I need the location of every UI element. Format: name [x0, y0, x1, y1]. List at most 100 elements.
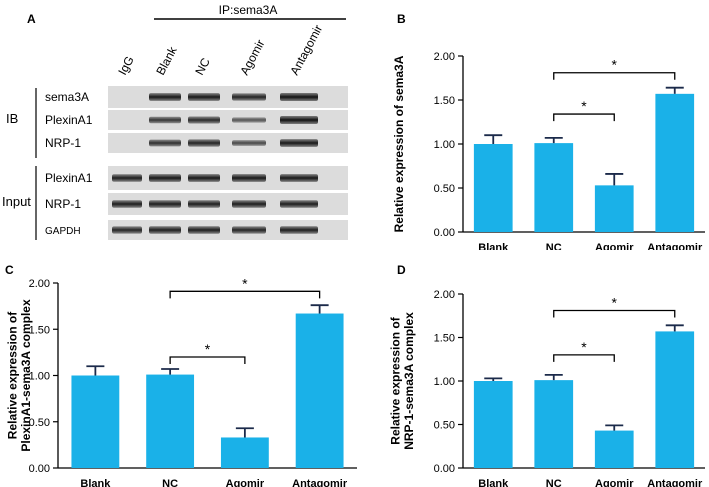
lane-label-blank: Blank	[153, 43, 180, 77]
lane-labels: IgG Blank NC Agomir Antagomir	[115, 23, 325, 78]
strip-background-ib-nrp1	[108, 133, 348, 153]
bar-chart-nrp1-complex: Relative expression ofNRP-1-sema3A compl…	[388, 289, 705, 487]
row-label-ib-plexina1: PlexinA1	[45, 113, 93, 127]
strip-background-ib-sema3a	[108, 86, 348, 108]
y-tick-label-0.00: 0.00	[29, 463, 50, 475]
bar-antagomir	[655, 331, 695, 468]
blot-strip-ib-plexina1	[108, 110, 348, 130]
row-labels: sema3A PlexinA1 NRP-1 PlexinA1 NRP-1 GAPDH	[45, 90, 93, 237]
band-ib-sema3a-4	[280, 93, 318, 101]
blot-strip-input-nrp1	[108, 193, 348, 215]
bar-agomir	[594, 185, 634, 232]
significance-bracket-1: *	[169, 341, 246, 364]
band-input-nrp1-2	[188, 200, 220, 208]
band-ib-nrp1-2	[188, 139, 220, 147]
band-input-plexina1-3	[232, 174, 266, 182]
significance-star-2: *	[242, 275, 248, 291]
band-ib-sema3a-1	[149, 93, 181, 101]
band-input-plexina1-0	[112, 174, 142, 182]
bar-antagomir	[655, 93, 695, 232]
significance-line-2	[169, 290, 321, 299]
y-axis-label: Relative expression ofPlexinA1-sema3A co…	[5, 299, 33, 452]
bar-agomir	[220, 437, 269, 468]
panel-label-d: D	[397, 263, 406, 277]
row-label-input-plexina1: PlexinA1	[45, 171, 93, 185]
significance-star-1: *	[581, 98, 587, 114]
significance-bracket-1: *	[553, 339, 615, 362]
western-blot-panel: IP:sema3A IgG Blank NC Agomir Antagomir IB I…	[2, 3, 348, 240]
significance-star-1: *	[205, 341, 211, 357]
significance-bracket-2: *	[553, 295, 676, 318]
y-tick-label-0.00: 0.00	[434, 463, 455, 475]
ip-label: IP:sema3A	[219, 3, 278, 17]
x-tick-label-antagomir: Antagomir	[647, 242, 703, 250]
x-tick-label-antagomir: Antagomir	[292, 478, 348, 487]
x-tick-label-antagomir: Antagomir	[647, 478, 703, 487]
band-ib-plexina1-1	[149, 116, 181, 124]
band-ib-sema3a-3	[232, 93, 266, 101]
band-input-nrp1-4	[280, 200, 318, 208]
blot-strip-ib-nrp1	[108, 133, 348, 153]
y-tick-label-1.50: 1.50	[434, 333, 455, 345]
lane-label-antagomir: Antagomir	[287, 23, 325, 78]
panel-label-b: B	[397, 12, 406, 26]
band-ib-nrp1-3	[232, 140, 266, 146]
x-tick-label-nc: NC	[162, 478, 178, 487]
bar-blank	[473, 381, 513, 468]
y-axis-label: Relative expression ofNRP-1-sema3A compl…	[388, 312, 416, 450]
band-input-gapdh-2	[188, 226, 220, 234]
y-tick-label-0.00: 0.00	[434, 227, 455, 239]
panel-label-a: A	[27, 12, 36, 26]
lane-label-nc: NC	[192, 55, 213, 77]
x-tick-label-nc: NC	[546, 478, 562, 487]
significance-bracket-2: *	[169, 275, 321, 299]
significance-bracket-1: *	[553, 98, 615, 122]
blot-strip-ib-sema3a	[108, 86, 348, 108]
band-input-gapdh-1	[149, 226, 181, 234]
bar-nc	[534, 380, 574, 468]
x-tick-label-agomir: Agomir	[595, 242, 634, 250]
y-tick-label-1.00: 1.00	[434, 376, 455, 388]
lane-label-agomir: Agomir	[237, 37, 267, 77]
band-input-nrp1-0	[112, 200, 142, 208]
y-axis-label-line-1: Relative expression of	[388, 316, 402, 444]
y-tick-label-2.00: 2.00	[434, 51, 455, 63]
y-tick-label-0.50: 0.50	[434, 183, 455, 195]
significance-star-2: *	[612, 295, 618, 311]
band-ib-nrp1-4	[280, 139, 318, 147]
band-input-plexina1-4	[280, 174, 318, 182]
blot-strip-input-plexina1	[108, 166, 348, 190]
band-input-gapdh-0	[112, 226, 142, 234]
band-ib-sema3a-2	[188, 93, 220, 101]
bar-nc	[534, 143, 574, 232]
bar-chart-sema3a: Relative expression of sema3A 0.00 0.50 1.0…	[392, 51, 705, 250]
bar-blank	[473, 144, 513, 232]
y-tick-label-1.00: 1.00	[434, 139, 455, 151]
band-ib-plexina1-3	[232, 117, 266, 123]
y-tick-label-0.50: 0.50	[434, 420, 455, 432]
ib-group-label: IB	[6, 111, 18, 126]
row-label-ib-sema3a: sema3A	[45, 90, 89, 104]
y-tick-label-1.50: 1.50	[434, 95, 455, 107]
significance-star-2: *	[612, 57, 618, 73]
band-input-gapdh-4	[280, 226, 318, 234]
x-tick-label-blank: Blank	[478, 242, 509, 250]
y-tick-label-1.50: 1.50	[29, 324, 50, 336]
band-input-nrp1-1	[149, 200, 181, 208]
x-tick-label-blank: Blank	[478, 478, 509, 487]
significance-bracket-2: *	[553, 57, 676, 80]
input-group-label: Input	[2, 194, 31, 209]
strip-background-ib-plexina1	[108, 110, 348, 130]
x-tick-label-agomir: Agomir	[226, 478, 265, 487]
strip-background-input-gapdh	[108, 220, 348, 240]
row-label-input-nrp1: NRP-1	[45, 197, 81, 211]
y-tick-label-1.00: 1.00	[29, 371, 50, 383]
y-tick-label-2.00: 2.00	[434, 289, 455, 301]
x-tick-label-agomir: Agomir	[595, 478, 634, 487]
blot-strips	[108, 86, 348, 240]
bar-chart-plexina1-complex: Relative expression ofPlexinA1-sema3A co…	[5, 275, 357, 487]
band-input-plexina1-2	[188, 174, 220, 182]
band-ib-nrp1-1	[149, 139, 181, 147]
band-input-plexina1-1	[149, 174, 181, 182]
bar-agomir	[594, 430, 634, 468]
